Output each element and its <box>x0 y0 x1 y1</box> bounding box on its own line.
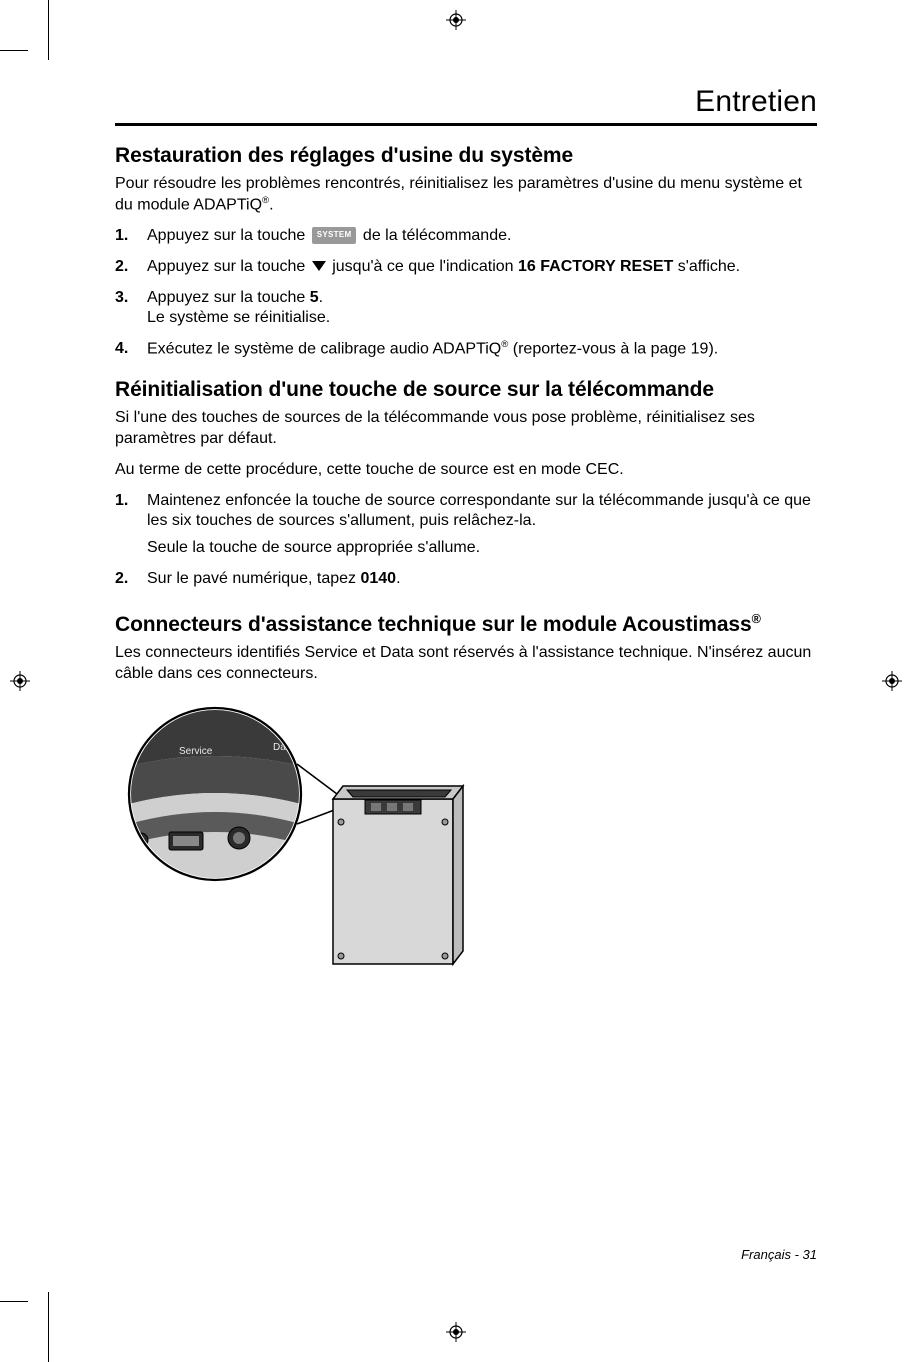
paragraph: Au terme de cette procédure, cette touch… <box>115 460 817 481</box>
step-body: Appuyez sur la touche SYSTEM de la téléc… <box>147 226 817 247</box>
text: Connecteurs d'assistance technique sur l… <box>115 613 752 636</box>
crop-mark <box>0 1301 28 1302</box>
registration-mark-icon <box>446 10 466 30</box>
text-bold: 0140 <box>360 570 396 587</box>
sub-text: Seule la touche de source appropriée s'a… <box>147 538 817 559</box>
intro-paragraph: Pour résoudre les problèmes rencontrés, … <box>115 174 817 216</box>
text: . <box>396 570 400 587</box>
steps-list: 1. Maintenez enfoncée la touche de sourc… <box>115 491 817 590</box>
section-connectors: Connecteurs d'assistance technique sur l… <box>115 612 817 985</box>
step-number: 2. <box>115 257 147 278</box>
registration-mark-icon <box>882 671 902 691</box>
step-body: Sur le pavé numérique, tapez 0140. <box>147 569 817 590</box>
step-number: 1. <box>115 226 147 247</box>
registered-mark: ® <box>752 612 761 626</box>
list-item: 2. Sur le pavé numérique, tapez 0140. <box>115 569 817 590</box>
header-title: Entretien <box>695 85 817 118</box>
text-bold: 5 <box>310 289 319 306</box>
footer-page: 31 <box>803 1247 817 1262</box>
text: s'affiche. <box>673 258 740 275</box>
text: Pour résoudre les problèmes rencontrés, … <box>115 175 802 213</box>
crop-mark <box>48 0 49 60</box>
crop-mark <box>0 50 28 51</box>
step-body: Appuyez sur la touche jusqu'à ce que l'i… <box>147 257 817 278</box>
page-header: Entretien <box>115 85 817 126</box>
registration-mark-icon <box>446 1322 466 1342</box>
heading-connectors: Connecteurs d'assistance technique sur l… <box>115 612 817 637</box>
section-factory-reset: Restauration des réglages d'usine du sys… <box>115 144 817 360</box>
step-number: 1. <box>115 491 147 559</box>
svg-text:Service: Service <box>179 746 213 757</box>
page-content: Entretien Restauration des réglages d'us… <box>115 85 817 1262</box>
registration-mark-icon <box>10 671 30 691</box>
steps-list: 1. Appuyez sur la touche SYSTEM de la té… <box>115 226 817 360</box>
crop-mark <box>48 1292 49 1362</box>
heading-reset-source: Réinitialisation d'une touche de source … <box>115 378 817 402</box>
text: Appuyez sur la touche <box>147 289 310 306</box>
acoustimass-figure: Service Data <box>115 694 475 984</box>
list-item: 1. Appuyez sur la touche SYSTEM de la té… <box>115 226 817 247</box>
list-item: 4. Exécutez le système de calibrage audi… <box>115 339 817 360</box>
text: Appuyez sur la touche <box>147 227 310 244</box>
step-number: 3. <box>115 288 147 330</box>
down-arrow-icon <box>312 261 326 271</box>
step-body: Maintenez enfoncée la touche de source c… <box>147 491 817 559</box>
text: . <box>319 289 323 306</box>
paragraph: Si l'une des touches de sources de la té… <box>115 408 817 450</box>
text: Maintenez enfoncée la touche de source c… <box>147 492 811 530</box>
footer-lang: Français <box>741 1247 791 1262</box>
list-item: 3. Appuyez sur la touche 5. Le système s… <box>115 288 817 330</box>
step-number: 4. <box>115 339 147 360</box>
step-number: 2. <box>115 569 147 590</box>
text: . <box>269 196 273 213</box>
text: Exécutez le système de calibrage audio A… <box>147 340 501 357</box>
text: Sur le pavé numérique, tapez <box>147 570 360 587</box>
text: (reportez-vous à la page 19). <box>508 340 718 357</box>
list-item: 1. Maintenez enfoncée la touche de sourc… <box>115 491 817 559</box>
text-bold: 16 FACTORY RESET <box>518 258 673 275</box>
text: Appuyez sur la touche <box>147 258 310 275</box>
page-footer: Français - 31 <box>741 1247 817 1262</box>
step-body: Exécutez le système de calibrage audio A… <box>147 339 817 360</box>
acoustimass-illustration-icon: Service Data <box>115 694 475 984</box>
footer-sep: - <box>791 1247 803 1262</box>
text: de la télécommande. <box>358 227 511 244</box>
text: Le système se réinitialise. <box>147 309 330 326</box>
text: jusqu'à ce que l'indication <box>328 258 518 275</box>
step-body: Appuyez sur la touche 5. Le système se r… <box>147 288 817 330</box>
paragraph: Les connecteurs identifiés Service et Da… <box>115 643 817 685</box>
heading-factory-reset: Restauration des réglages d'usine du sys… <box>115 144 817 168</box>
section-reset-source: Réinitialisation d'une touche de source … <box>115 378 817 590</box>
list-item: 2. Appuyez sur la touche jusqu'à ce que … <box>115 257 817 278</box>
system-key-icon: SYSTEM <box>312 227 357 243</box>
